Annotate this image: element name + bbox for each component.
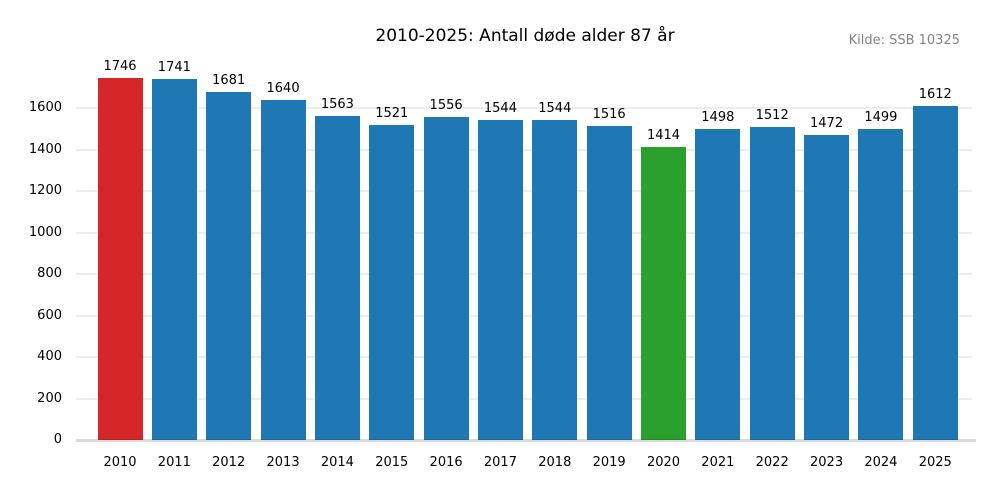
bar-value-label: 1512: [755, 107, 789, 123]
y-tick-label: 200: [37, 390, 62, 406]
x-tick-label: 2019: [592, 455, 626, 470]
bar: [586, 125, 632, 440]
bar: [260, 100, 306, 440]
chart-source-note: Kilde: SSB 10325: [848, 33, 960, 48]
bar: [804, 134, 850, 440]
grid-line: [76, 107, 972, 110]
bar-value-label: 1544: [538, 100, 572, 116]
bar: [858, 129, 904, 440]
bar: [477, 119, 523, 440]
grid-line: [76, 314, 972, 317]
x-tick-label: 2021: [701, 455, 735, 470]
bar-value-label: 1516: [592, 106, 626, 122]
bar-value-label: 1556: [429, 98, 463, 114]
bar: [641, 146, 686, 440]
x-tick-label: 2020: [646, 455, 681, 470]
y-tick-label: 0: [53, 432, 62, 447]
bar: [532, 119, 578, 440]
bar: [97, 78, 143, 440]
bar: [206, 91, 252, 440]
x-tick-label: 2012: [212, 455, 246, 470]
bar-value-label: 1472: [810, 115, 844, 131]
bar-value-label: 1498: [701, 110, 735, 126]
bar-value-label: 1681: [212, 72, 246, 88]
x-tick-label: 2025: [918, 455, 952, 470]
x-tick-label: 2014: [320, 455, 354, 470]
grid-line: [76, 273, 972, 276]
x-tick-label: 2024: [864, 455, 898, 470]
y-tick-label: 400: [37, 349, 62, 365]
x-axis-line: [76, 439, 976, 442]
x-tick-label: 2013: [266, 455, 300, 470]
bar-value-label: 1612: [918, 86, 952, 102]
x-tick-label: 2017: [483, 455, 517, 470]
x-tick-label: 2015: [375, 455, 409, 470]
y-tick-label: 1000: [28, 224, 62, 240]
bar-value-label: 1563: [320, 96, 354, 112]
grid-line: [76, 148, 972, 151]
y-tick-label: 1400: [28, 141, 62, 157]
bar-value-label: 1741: [157, 60, 191, 76]
y-tick-label: 800: [37, 266, 62, 282]
grid-line: [76, 356, 972, 359]
x-tick-label: 2011: [157, 455, 191, 470]
bar-value-label: 1499: [864, 110, 898, 126]
x-tick-label: 2018: [538, 455, 572, 470]
y-tick-label: 1200: [28, 183, 62, 199]
bar-value-label: 1544: [483, 100, 517, 116]
grid-line: [76, 231, 972, 234]
bar-value-label: 1640: [266, 81, 300, 97]
bar-value-label: 1746: [103, 59, 137, 75]
bar-value-label: 1521: [375, 105, 409, 121]
grid-line: [76, 190, 972, 193]
x-tick-label: 2023: [810, 455, 844, 470]
bar: [423, 117, 469, 440]
bar: [151, 79, 197, 440]
grid-line: [76, 397, 972, 400]
y-tick-label: 1600: [28, 100, 62, 116]
bar: [369, 124, 415, 440]
x-tick-label: 2022: [755, 455, 789, 470]
bar: [749, 126, 795, 440]
x-tick-label: 2010: [103, 455, 137, 470]
chart-title: 2010-2025: Antall døde alder 87 år: [375, 26, 675, 46]
bar-value-label: 1414: [646, 127, 681, 143]
bar: [912, 105, 958, 440]
bar: [314, 115, 360, 440]
bar: [695, 129, 741, 440]
x-tick-label: 2016: [429, 455, 463, 470]
y-tick-label: 600: [37, 307, 62, 323]
